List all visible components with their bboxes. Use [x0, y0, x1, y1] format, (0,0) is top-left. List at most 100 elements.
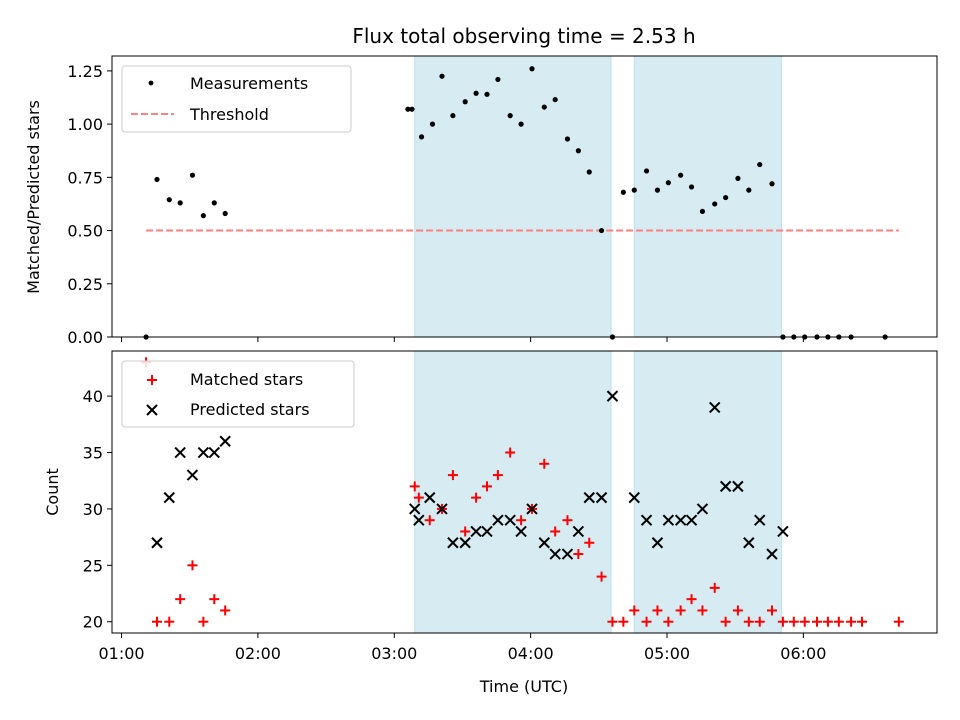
- measurement-point: [405, 106, 411, 112]
- bottom-shaded-region: [414, 350, 612, 634]
- predicted-star-point: [219, 435, 231, 447]
- matched-star-point: [471, 492, 482, 503]
- matched-star-point: [164, 616, 175, 627]
- predicted-star-point: [197, 446, 210, 459]
- matched-star-point: [492, 470, 503, 481]
- predicted-star-point: [732, 480, 744, 493]
- matched-star-point: [187, 560, 198, 571]
- predicted-star-point: [561, 548, 574, 560]
- matched-star-point: [629, 605, 640, 616]
- matched-star-point: [562, 515, 573, 526]
- matched-star-point: [777, 616, 788, 627]
- matched-star-point: [720, 616, 731, 627]
- bottom-y-tick-label: 40: [83, 387, 103, 406]
- predicted-star-point: [409, 503, 421, 515]
- matched-star-point: [846, 616, 857, 627]
- matched-star-point: [799, 616, 810, 627]
- measurement-point: [541, 104, 547, 110]
- top-legend: Measurements Threshold: [121, 65, 352, 133]
- legend-label-matched: Matched stars: [190, 370, 303, 389]
- bottom-y-tick-label: 35: [83, 444, 103, 463]
- matched-star-point: [482, 481, 492, 492]
- bottom-panel: 20 25 30 35 40 01:00 02:00 03:00 04:00 05:00 06:0…: [43, 350, 938, 696]
- matched-star-point: [675, 605, 686, 616]
- predicted-star-point: [424, 491, 436, 504]
- matched-star-point: [505, 447, 516, 458]
- measurement-point: [769, 181, 775, 187]
- top-y-ticks: 0.00 0.25 0.50 0.75 1.00 1.25: [67, 62, 112, 347]
- bottom-y-ticks: 20 25 30 35 40: [83, 387, 112, 632]
- measurement-point: [518, 121, 524, 127]
- matched-star-point: [652, 605, 663, 616]
- measurement-point: [598, 227, 605, 234]
- bottom-shaded-regions: [414, 350, 783, 634]
- measurement-point: [484, 91, 490, 97]
- measurement-point: [166, 197, 172, 203]
- measurement-point: [665, 180, 671, 186]
- matched-star-point: [550, 526, 561, 537]
- chart-title: Flux total observing time = 2.53 h: [352, 24, 695, 48]
- matched-star-point: [618, 616, 629, 627]
- x-axis-label: Time (UTC): [479, 677, 568, 696]
- x-tick-label: 05:00: [644, 644, 690, 663]
- top-legend-box: [121, 65, 352, 133]
- x-tick-label: 02:00: [235, 644, 281, 663]
- legend-label-measurements: Measurements: [190, 74, 308, 93]
- matched-star-point: [409, 481, 420, 492]
- matched-star-point: [732, 605, 743, 616]
- matched-star-point: [209, 594, 220, 605]
- measurement-point: [631, 187, 637, 193]
- predicted-star-point: [526, 503, 538, 515]
- matched-star-point: [641, 616, 652, 627]
- predicted-star-point: [719, 480, 732, 493]
- matched-star-point: [424, 515, 435, 526]
- predicted-star-point: [766, 548, 778, 560]
- predicted-star-point: [674, 514, 687, 526]
- predicted-star-point: [538, 537, 550, 549]
- predicted-star-point: [662, 514, 675, 526]
- predicted-star-point: [504, 514, 516, 526]
- matched-star-point: [833, 616, 844, 627]
- matched-star-point: [709, 582, 720, 593]
- measurement-points: [143, 66, 888, 340]
- predicted-star-point: [595, 491, 608, 504]
- predicted-star-point: [163, 491, 175, 504]
- measurement-point: [552, 97, 558, 103]
- bottom-axes-frame: [111, 350, 938, 634]
- matched-star-point: [152, 616, 162, 627]
- top-y-axis-label: Matched/Predicted stars: [24, 100, 43, 294]
- measurement-point: [439, 73, 445, 79]
- measurement-point: [495, 76, 501, 83]
- top-y-tick-label: 0.25: [67, 275, 103, 294]
- matched-star-point: [812, 616, 822, 627]
- measurement-point: [222, 210, 228, 217]
- matched-star-point: [447, 470, 458, 481]
- x-tick-label: 03:00: [371, 644, 417, 663]
- bottom-y-axis-label: Count: [43, 468, 62, 516]
- measurement-point: [529, 66, 535, 72]
- measurement-point: [699, 208, 706, 215]
- measurement-point: [507, 113, 513, 119]
- measurement-point: [746, 187, 752, 193]
- bottom-legend-box: [121, 360, 355, 428]
- measurement-point: [564, 136, 571, 142]
- top-shaded-region: [414, 55, 612, 338]
- legend-marker-measurements: [148, 80, 154, 86]
- bottom-shaded-region: [633, 350, 783, 634]
- matched-star-point: [573, 549, 584, 560]
- measurement-point: [712, 201, 718, 207]
- predicted-star-point: [186, 469, 199, 481]
- bottom-y-tick-label: 25: [83, 556, 103, 575]
- predicted-star-point: [459, 537, 471, 549]
- top-panel: 0.00 0.25 0.50 0.75 1.00 1.25 Matched/Predict…: [24, 55, 938, 347]
- predicted-star-point: [743, 537, 755, 549]
- measurement-point: [450, 113, 456, 119]
- matched-star-point: [822, 616, 833, 627]
- predicted-star-point: [606, 390, 619, 402]
- measurement-point: [409, 106, 415, 112]
- predicted-star-point: [151, 537, 163, 549]
- matched-star-point: [788, 616, 799, 627]
- predicted-star-point: [696, 503, 709, 515]
- matched-star-point: [743, 616, 754, 627]
